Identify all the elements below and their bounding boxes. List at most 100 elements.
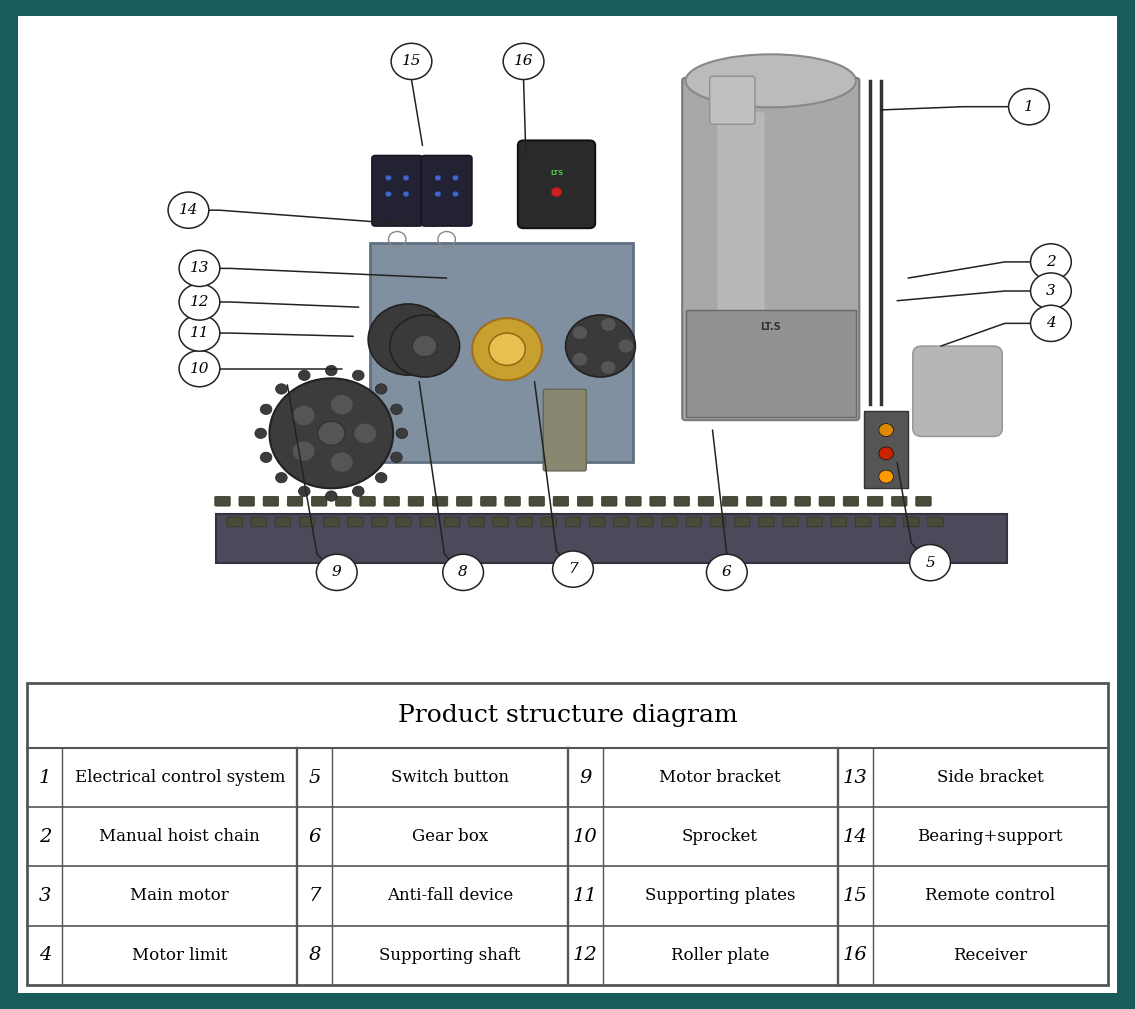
Circle shape	[472, 318, 543, 380]
Circle shape	[299, 486, 310, 496]
Text: 7: 7	[309, 887, 321, 905]
Text: 6: 6	[309, 827, 321, 846]
Circle shape	[706, 554, 747, 590]
FancyBboxPatch shape	[529, 496, 545, 507]
Text: 7: 7	[569, 562, 578, 576]
FancyBboxPatch shape	[553, 496, 569, 507]
FancyBboxPatch shape	[864, 411, 908, 488]
Circle shape	[394, 327, 422, 352]
FancyBboxPatch shape	[311, 496, 327, 507]
Text: 10: 10	[573, 827, 597, 846]
Circle shape	[368, 304, 448, 375]
FancyBboxPatch shape	[771, 496, 787, 507]
FancyBboxPatch shape	[372, 517, 387, 527]
FancyBboxPatch shape	[469, 517, 484, 527]
Text: Receiver: Receiver	[953, 946, 1027, 964]
Text: 15: 15	[843, 887, 867, 905]
FancyBboxPatch shape	[747, 496, 762, 507]
FancyBboxPatch shape	[544, 389, 587, 471]
Circle shape	[293, 406, 314, 425]
Text: Supporting plates: Supporting plates	[645, 888, 796, 904]
FancyBboxPatch shape	[674, 496, 689, 507]
Circle shape	[909, 545, 950, 581]
Text: 11: 11	[573, 887, 597, 905]
Circle shape	[386, 192, 392, 197]
Text: 6: 6	[722, 565, 732, 579]
FancyBboxPatch shape	[614, 517, 629, 527]
FancyBboxPatch shape	[734, 517, 750, 527]
FancyBboxPatch shape	[913, 346, 1002, 437]
Text: 3: 3	[1046, 284, 1056, 298]
FancyBboxPatch shape	[18, 16, 1117, 993]
FancyBboxPatch shape	[456, 496, 472, 507]
Text: 5: 5	[925, 556, 935, 570]
FancyBboxPatch shape	[686, 310, 856, 417]
Text: 15: 15	[402, 54, 421, 69]
Text: 10: 10	[190, 361, 209, 375]
Circle shape	[412, 335, 437, 357]
Text: Main motor: Main motor	[131, 888, 229, 904]
Text: Supporting shaft: Supporting shaft	[379, 946, 521, 964]
Circle shape	[878, 447, 893, 460]
Text: Side bracket: Side bracket	[936, 769, 1043, 786]
Circle shape	[326, 365, 337, 375]
Circle shape	[1009, 89, 1050, 125]
Circle shape	[179, 315, 220, 351]
FancyBboxPatch shape	[227, 517, 243, 527]
Text: 16: 16	[514, 54, 533, 69]
Text: LTS: LTS	[549, 170, 563, 176]
Circle shape	[353, 486, 364, 496]
Circle shape	[552, 188, 562, 197]
Circle shape	[386, 176, 392, 181]
FancyBboxPatch shape	[445, 517, 460, 527]
Text: 13: 13	[190, 261, 209, 275]
Circle shape	[179, 350, 220, 386]
Circle shape	[878, 470, 893, 483]
Circle shape	[317, 554, 358, 590]
Circle shape	[390, 452, 402, 462]
FancyBboxPatch shape	[892, 496, 907, 507]
FancyBboxPatch shape	[216, 515, 1007, 563]
FancyBboxPatch shape	[819, 496, 834, 507]
Text: 4: 4	[1046, 317, 1056, 330]
Circle shape	[276, 472, 287, 483]
Circle shape	[331, 395, 353, 415]
Circle shape	[354, 424, 376, 443]
FancyBboxPatch shape	[867, 496, 883, 507]
Text: Roller plate: Roller plate	[671, 946, 770, 964]
FancyBboxPatch shape	[420, 517, 436, 527]
Text: 16: 16	[843, 946, 867, 965]
Text: Bearing+support: Bearing+support	[917, 828, 1063, 846]
Circle shape	[376, 383, 387, 395]
FancyBboxPatch shape	[493, 517, 508, 527]
Circle shape	[565, 315, 636, 377]
FancyBboxPatch shape	[360, 496, 376, 507]
FancyBboxPatch shape	[516, 517, 532, 527]
Circle shape	[1031, 244, 1071, 281]
Circle shape	[435, 176, 440, 181]
FancyBboxPatch shape	[682, 78, 859, 420]
FancyBboxPatch shape	[880, 517, 894, 527]
FancyBboxPatch shape	[903, 517, 919, 527]
FancyBboxPatch shape	[783, 517, 798, 527]
Text: Gear box: Gear box	[412, 828, 488, 846]
FancyBboxPatch shape	[263, 496, 278, 507]
FancyBboxPatch shape	[662, 517, 678, 527]
FancyBboxPatch shape	[717, 112, 765, 403]
Text: 12: 12	[190, 295, 209, 309]
Circle shape	[553, 551, 594, 587]
FancyBboxPatch shape	[480, 496, 496, 507]
FancyBboxPatch shape	[807, 517, 823, 527]
FancyBboxPatch shape	[421, 155, 472, 226]
Circle shape	[602, 361, 615, 374]
Circle shape	[503, 43, 544, 80]
FancyBboxPatch shape	[589, 517, 605, 527]
Circle shape	[878, 424, 893, 437]
FancyBboxPatch shape	[856, 517, 871, 527]
Circle shape	[435, 192, 440, 197]
Circle shape	[489, 333, 526, 365]
FancyBboxPatch shape	[831, 517, 847, 527]
Circle shape	[389, 315, 460, 377]
Circle shape	[453, 192, 459, 197]
FancyBboxPatch shape	[336, 496, 351, 507]
